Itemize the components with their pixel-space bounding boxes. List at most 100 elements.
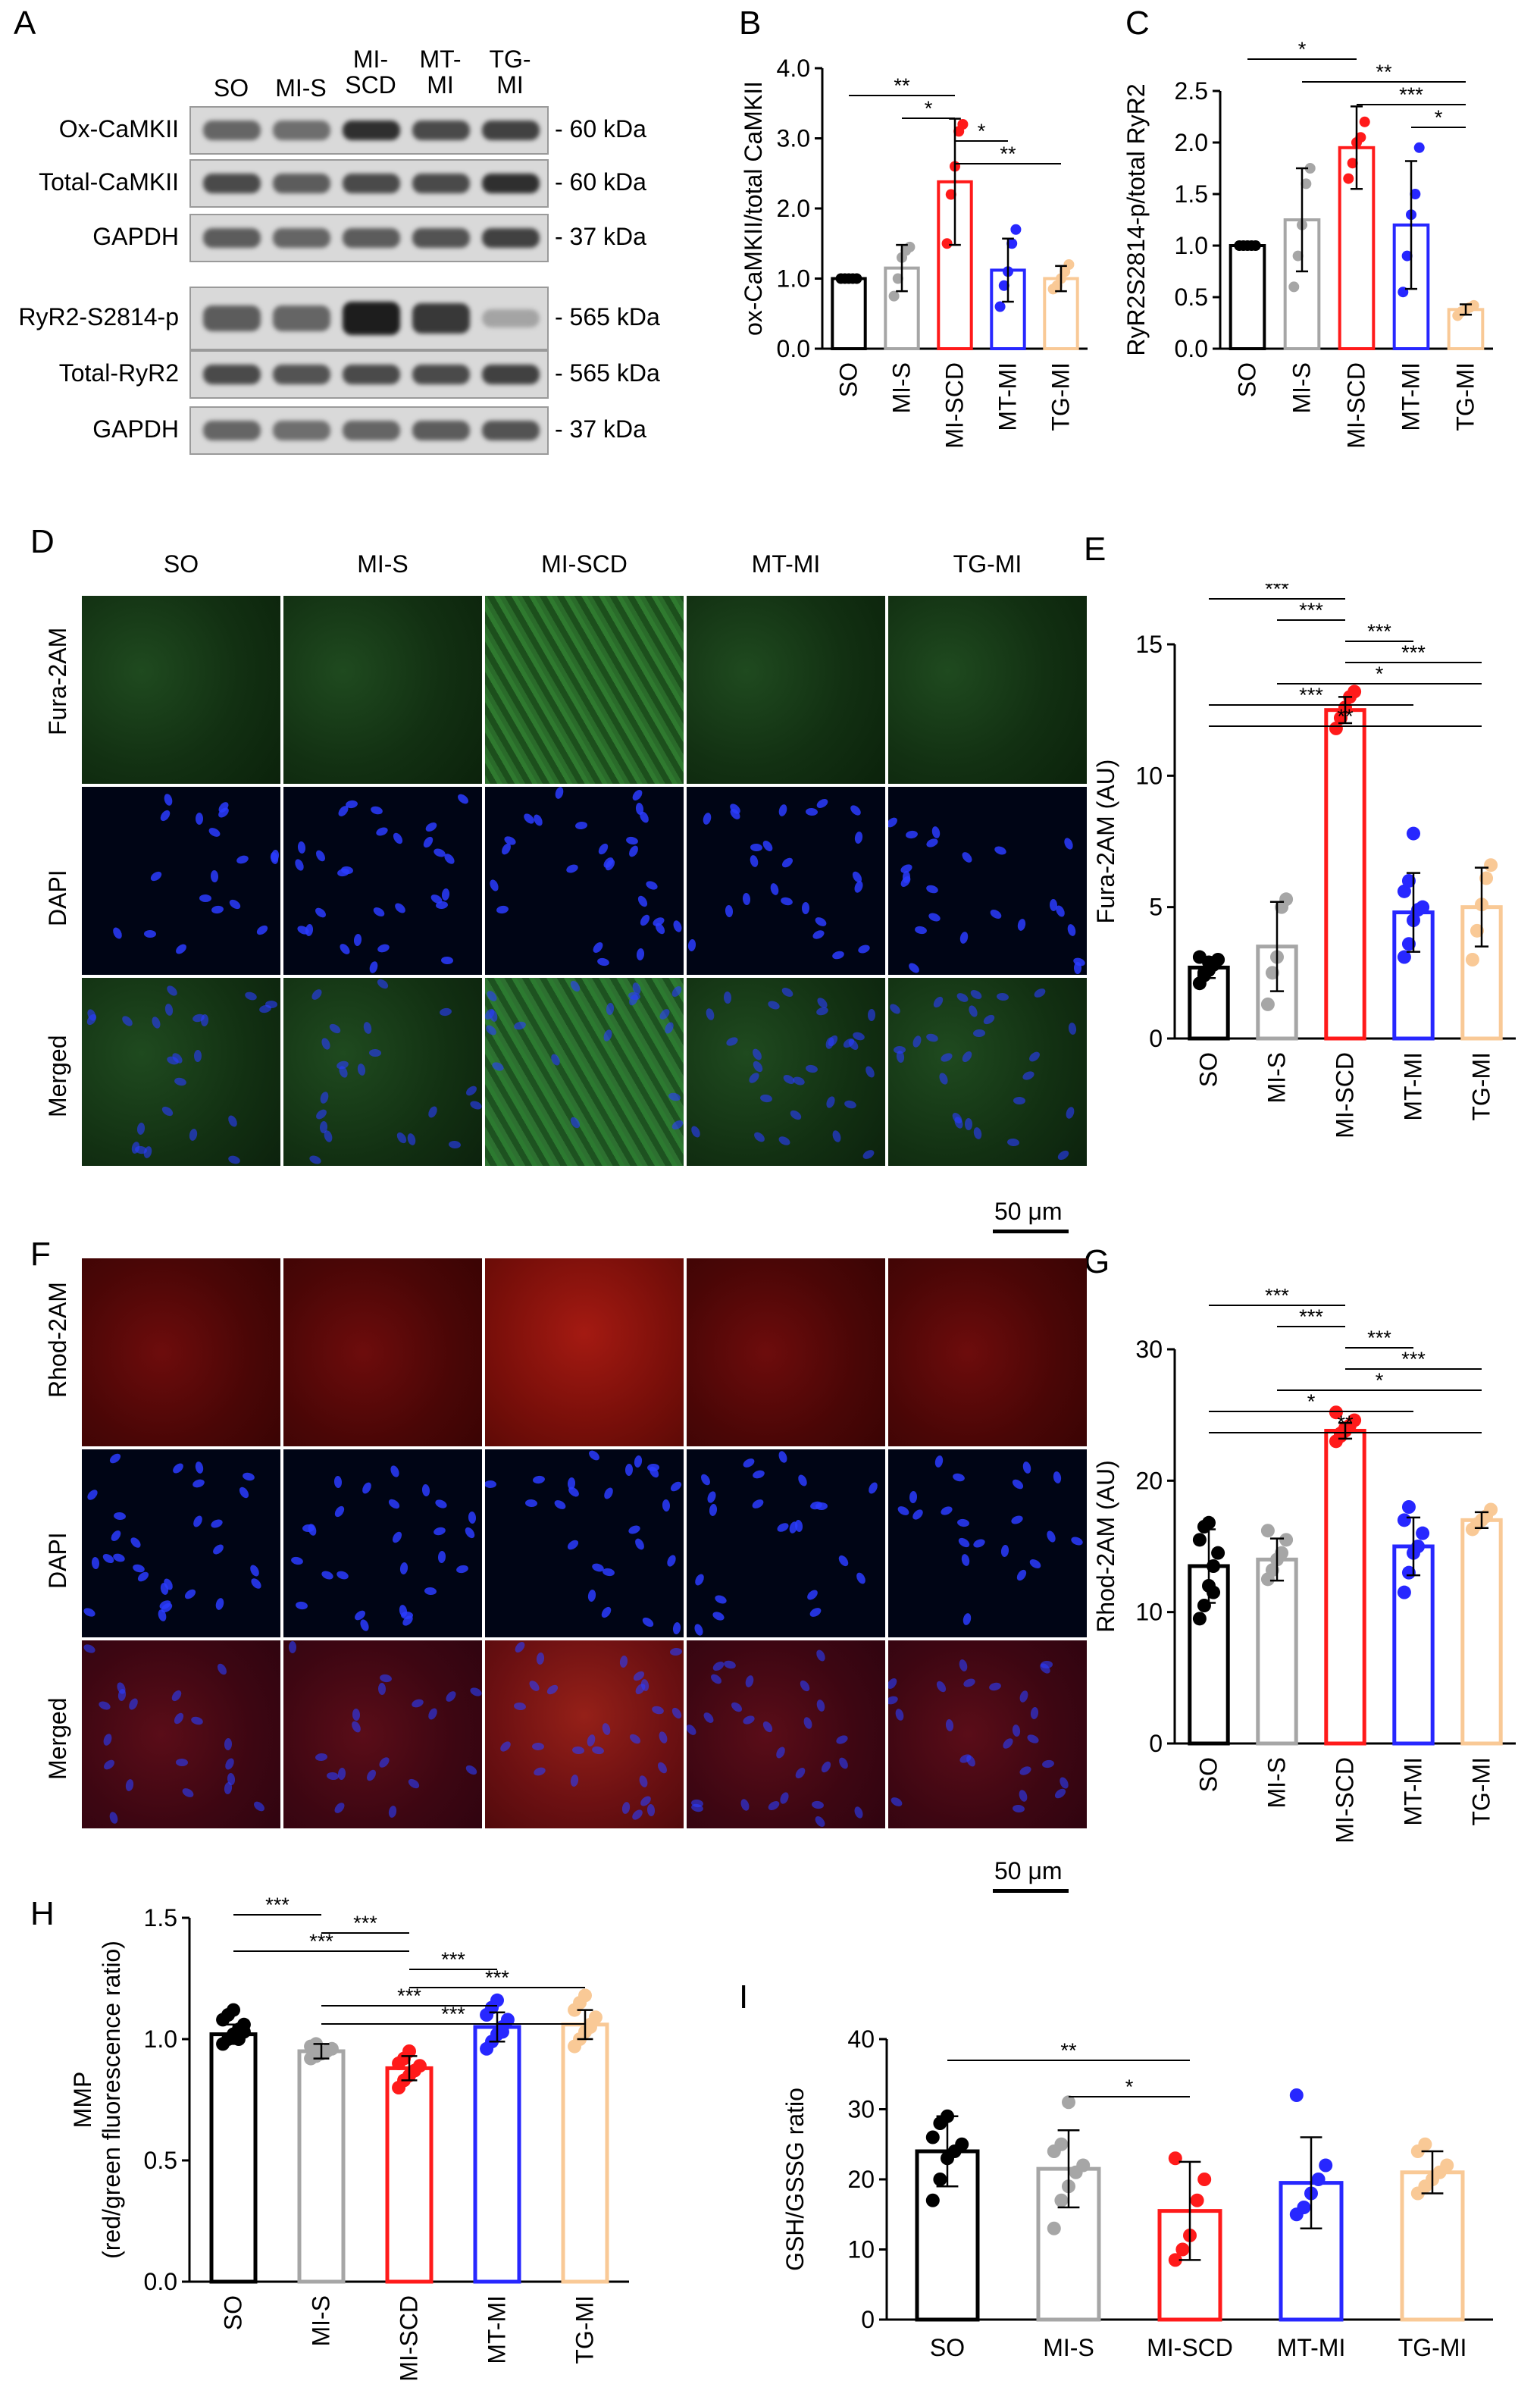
microscopy-image xyxy=(888,787,1087,975)
nucleus xyxy=(815,1502,828,1511)
nucleus xyxy=(113,1511,127,1521)
microscopy-image xyxy=(888,596,1087,784)
bar xyxy=(1256,1557,1298,1746)
nucleus xyxy=(566,1538,581,1552)
nucleus xyxy=(798,1678,812,1693)
data-point xyxy=(1416,1526,1430,1540)
y-tick-label: 4.0 xyxy=(777,55,810,82)
panel-label-c: C xyxy=(1125,5,1150,42)
nucleus xyxy=(109,1528,124,1543)
blot-band xyxy=(482,365,540,384)
x-tick-label: SO xyxy=(1195,1052,1222,1087)
blot-band xyxy=(273,421,330,440)
nucleus xyxy=(102,1757,117,1772)
scale-bar-label: 50 μm xyxy=(994,1857,1063,1884)
blot-band xyxy=(203,421,261,440)
significance-label: ** xyxy=(1060,2038,1077,2062)
microscopy-column-title: MI-S xyxy=(357,550,408,578)
nucleus xyxy=(619,1655,629,1668)
nucleus xyxy=(569,1773,579,1787)
bar xyxy=(1229,244,1266,350)
microscopy-image xyxy=(82,787,280,975)
x-tick-label: MI-SCD xyxy=(1332,1757,1359,1844)
nucleus xyxy=(760,1719,775,1734)
nucleus xyxy=(320,1569,335,1581)
panel-label-a: A xyxy=(14,5,36,42)
data-point xyxy=(1359,116,1370,127)
nucleus xyxy=(633,1455,643,1468)
nucleus xyxy=(988,1681,1002,1692)
x-tick-label: TG-MI xyxy=(571,2295,599,2364)
nucleus xyxy=(627,1523,642,1536)
nucleus xyxy=(524,1499,538,1508)
blot-band xyxy=(482,228,540,248)
nucleus xyxy=(410,1697,424,1709)
y-tick-label: 20 xyxy=(1135,1467,1163,1494)
x-tick-label: MI-S xyxy=(1263,1757,1291,1809)
microscopy-image xyxy=(82,1640,280,1828)
nucleus xyxy=(377,1682,387,1695)
nucleus xyxy=(337,1767,347,1781)
nucleus xyxy=(657,1731,669,1745)
blot-kda-label: - 37 kDa xyxy=(555,223,646,250)
nucleus xyxy=(1009,1514,1025,1526)
data-point xyxy=(1265,966,1279,980)
data-point xyxy=(925,2130,940,2144)
significance-label: * xyxy=(1376,1368,1384,1392)
x-tick-label: MT-MI xyxy=(1398,362,1425,431)
x-tick-label: SO xyxy=(220,2295,247,2330)
blot-row-label: Total-CaMKII xyxy=(39,168,179,196)
x-tick-label: MT-MI xyxy=(484,2295,511,2364)
blot-band xyxy=(343,421,400,440)
nucleus xyxy=(775,1521,790,1534)
nucleus xyxy=(1018,1690,1029,1704)
data-point xyxy=(1192,1533,1207,1547)
nucleus xyxy=(377,1756,392,1770)
data-point xyxy=(1411,1540,1426,1553)
significance-label: * xyxy=(925,96,933,120)
nucleus xyxy=(485,1480,496,1489)
data-point xyxy=(1311,2173,1326,2186)
blot-band xyxy=(412,421,470,440)
data-point xyxy=(1468,299,1479,311)
bar xyxy=(209,2032,258,2284)
nucleus xyxy=(939,1505,954,1518)
y-tick-label: 0 xyxy=(1149,1730,1163,1757)
y-tick-label: 2.0 xyxy=(777,195,810,222)
nucleus xyxy=(889,1795,904,1809)
nucleus xyxy=(853,1806,865,1820)
nucleus xyxy=(183,1587,198,1601)
nucleus xyxy=(180,1787,196,1800)
data-point xyxy=(1304,163,1316,174)
nucleus xyxy=(1022,1461,1032,1475)
data-point xyxy=(1401,937,1416,951)
nucleus xyxy=(172,1711,186,1726)
nucleus xyxy=(709,1672,724,1687)
nucleus xyxy=(535,1652,545,1665)
significance-label: *** xyxy=(1299,683,1323,706)
scale-bar-label: 50 μm xyxy=(994,1198,1063,1225)
nucleus xyxy=(82,1606,97,1618)
microscopy-image xyxy=(82,1449,280,1637)
blot-lane-header: MT- MI xyxy=(419,45,462,99)
data-point xyxy=(1301,178,1312,190)
nucleus xyxy=(90,1556,100,1570)
blot-band xyxy=(412,174,470,193)
microscopy-image xyxy=(687,1640,885,1828)
data-point xyxy=(925,2193,940,2207)
nucleus xyxy=(191,1514,204,1529)
data-point xyxy=(1407,826,1420,841)
nucleus xyxy=(587,1449,602,1463)
microscopy-image xyxy=(485,596,684,784)
nucleus xyxy=(111,1552,126,1563)
data-point xyxy=(1413,142,1425,153)
nucleus xyxy=(837,1553,851,1568)
blot-strip xyxy=(189,406,549,455)
y-tick-label: 30 xyxy=(1135,1336,1163,1363)
microscopy-image xyxy=(888,1449,1087,1637)
nucleus xyxy=(751,1468,766,1480)
significance-label: * xyxy=(1307,1389,1316,1413)
nucleus xyxy=(962,1676,976,1689)
bar xyxy=(1324,708,1366,1041)
x-tick-label: TG-MI xyxy=(1047,362,1075,431)
